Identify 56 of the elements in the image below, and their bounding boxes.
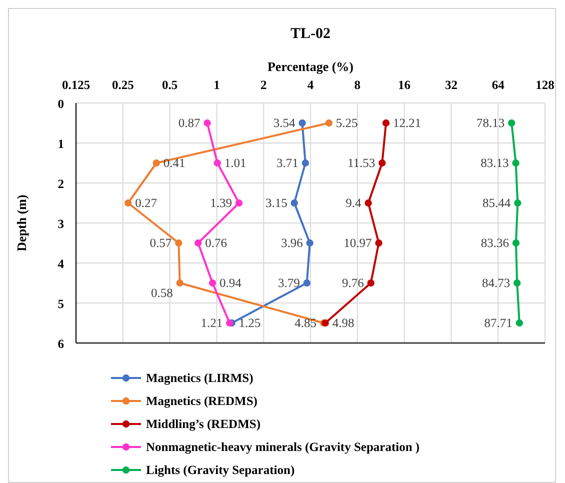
y-tick-label: 5 xyxy=(58,297,64,311)
data-label: 4.98 xyxy=(332,316,354,330)
data-label: 0.27 xyxy=(135,196,157,210)
data-label: 1.25 xyxy=(238,316,261,330)
data-label: 1.01 xyxy=(224,156,246,170)
data-label: 0.57 xyxy=(150,236,172,250)
data-label: 83.13 xyxy=(480,156,509,170)
y-tick-label: 2 xyxy=(58,177,64,191)
legend-label: Lights (Gravity Separation) xyxy=(146,463,295,477)
x-axis-title: Percentage (%) xyxy=(267,59,354,74)
data-label: 4.85 xyxy=(294,316,317,330)
x-tick-label: 8 xyxy=(354,78,361,92)
x-tick-label: 4 xyxy=(307,78,314,92)
data-label: 0.41 xyxy=(163,156,186,170)
x-tick-label: 128 xyxy=(536,78,554,92)
data-label: 87.71 xyxy=(484,316,512,330)
legend-label: Middling’s (REDMS) xyxy=(146,417,260,431)
data-label: 11.53 xyxy=(347,156,376,170)
y-axis-title: Depth (m) xyxy=(14,194,29,252)
x-tick-label: 64 xyxy=(492,78,506,92)
y-tick-label: 6 xyxy=(58,337,64,351)
x-tick-label: 0.125 xyxy=(62,78,90,92)
x-tick-label: 32 xyxy=(444,78,458,92)
data-label: 0.58 xyxy=(150,286,173,300)
data-label: 3.54 xyxy=(273,116,296,130)
data-label: 1.21 xyxy=(200,316,223,330)
data-label: 1.39 xyxy=(210,196,232,210)
data-label: 0.87 xyxy=(178,116,200,130)
x-tick-label: 0.25 xyxy=(112,78,134,92)
x-tick-label: 1 xyxy=(214,78,220,92)
x-tick-label: 0.5 xyxy=(162,78,178,92)
y-tick-label: 4 xyxy=(58,257,65,271)
data-label: 85.44 xyxy=(482,196,512,210)
data-label: 5.25 xyxy=(336,116,358,130)
x-tick-label: 2 xyxy=(260,78,267,92)
legend-label: Nonmagnetic-heavy minerals (Gravity Separation ) xyxy=(146,440,420,454)
data-label: 10.97 xyxy=(344,236,372,250)
legend-label: Magnetics (LIRMS) xyxy=(146,371,254,385)
x-tick-label: 16 xyxy=(398,78,411,92)
data-label: 3.96 xyxy=(280,236,303,250)
data-label: 0.76 xyxy=(205,236,228,250)
data-label: 3.79 xyxy=(278,276,300,290)
data-label: 84.73 xyxy=(482,276,510,290)
data-label: 83.36 xyxy=(480,236,509,250)
data-label: 9.76 xyxy=(342,276,364,290)
data-label: 0.94 xyxy=(220,276,242,290)
data-label: 3.71 xyxy=(276,156,298,170)
chart-title: TL-02 xyxy=(290,26,331,42)
data-label: 9.4 xyxy=(346,196,362,210)
y-tick-label: 0 xyxy=(58,97,64,111)
y-tick-label: 1 xyxy=(58,137,64,151)
legend-label: Magnetics (REDMS) xyxy=(146,394,258,408)
data-label: 12.21 xyxy=(393,116,422,130)
data-label: 3.15 xyxy=(265,196,288,210)
data-label: 78.13 xyxy=(476,116,505,130)
y-tick-label: 3 xyxy=(58,217,64,231)
